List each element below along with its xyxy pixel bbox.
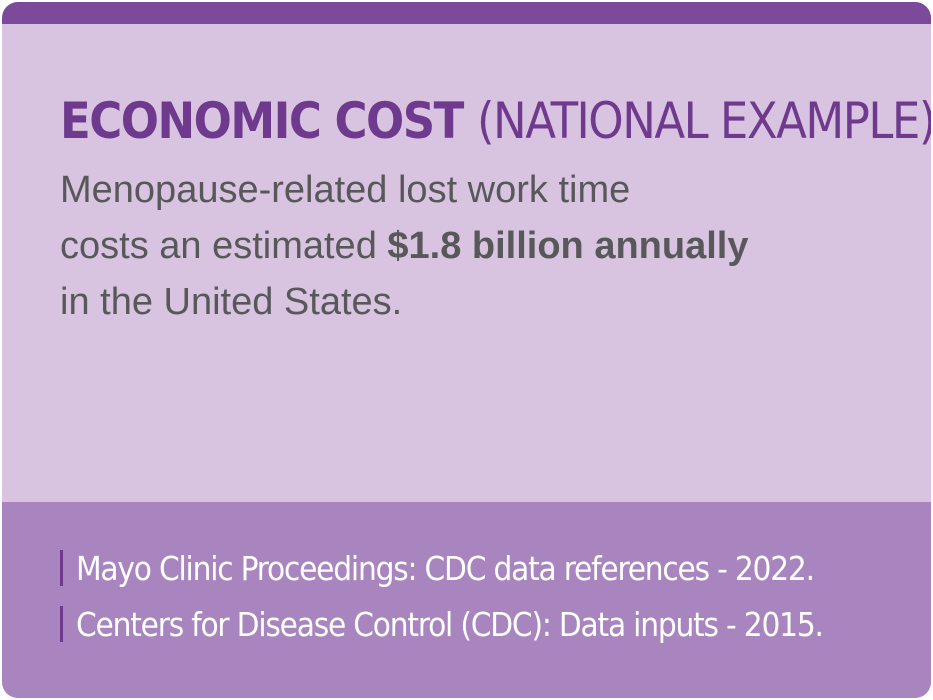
sources-footer: Mayo Clinic Proceedings: CDC data refere… [2,502,931,698]
card-title: ECONOMIC COST (NATIONAL EXAMPLE) [60,90,931,152]
title-main: ECONOMIC COST [60,92,464,150]
body-line-3: in the United States. [60,281,403,323]
source-list: Mayo Clinic Proceedings: CDC data refere… [60,540,824,652]
card-body: Menopause-related lost work time costs an… [60,162,880,330]
accent-top-bar [2,2,931,24]
source-text: Mayo Clinic Proceedings: CDC data refere… [76,548,815,588]
body-line-1: Menopause-related lost work time [60,169,631,211]
card-content: ECONOMIC COST (NATIONAL EXAMPLE) Menopau… [60,90,931,330]
body-line-2-start: costs an estimated [60,225,388,267]
source-marker [60,550,63,586]
source-text: Centers for Disease Control (CDC): Data … [76,604,824,644]
cost-figure: $1.8 billion annually [387,225,749,267]
source-item: Mayo Clinic Proceedings: CDC data refere… [60,540,823,596]
title-qualifier: (NATIONAL EXAMPLE) [477,92,931,150]
source-item: Centers for Disease Control (CDC): Data … [60,596,824,652]
source-marker [60,606,63,642]
